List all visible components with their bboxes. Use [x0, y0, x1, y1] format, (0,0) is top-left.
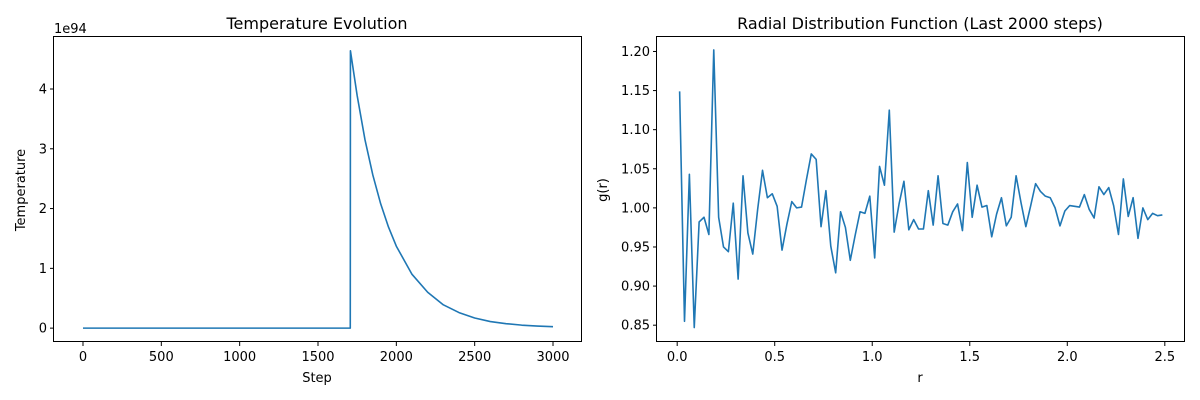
- y-tick-label: 0: [39, 322, 47, 337]
- y-tick-label: 1.00: [621, 201, 650, 216]
- y-tick-label: 0.85: [621, 319, 650, 334]
- y-tick-label: 3: [39, 142, 47, 157]
- series-layer: [82, 49, 554, 329]
- x-axis-label: r: [917, 371, 923, 386]
- x-tick-label: 2.0: [1057, 350, 1078, 365]
- chart-title: Temperature Evolution: [225, 14, 407, 33]
- y-tick-label: 0.90: [621, 280, 650, 295]
- x-axis-ticks: 0.0 0.5 1.0 1.5 2.0 2.5: [667, 342, 1175, 365]
- x-tick-label: 2000: [380, 350, 413, 365]
- x-tick-label: 0.0: [667, 350, 688, 365]
- y-axis-offset-label: 1e94: [54, 22, 87, 37]
- x-tick-label: 1.0: [862, 350, 883, 365]
- x-tick-label: 1.5: [959, 350, 980, 365]
- y-tick-label: 1.20: [621, 45, 650, 60]
- series-line: [82, 49, 554, 329]
- series-layer: [678, 49, 1163, 329]
- x-tick-label: 1000: [223, 350, 256, 365]
- x-tick-label: 1500: [301, 350, 334, 365]
- x-tick-label: 2500: [458, 350, 491, 365]
- y-tick-label: 0.95: [621, 240, 650, 255]
- y-axis-label: Temperature: [14, 149, 29, 232]
- x-tick-label: 2.5: [1154, 350, 1175, 365]
- y-tick-label: 1: [39, 262, 47, 277]
- y-tick-label: 1.15: [621, 84, 650, 99]
- radial-distribution-chart: Radial Distribution Function (Last 2000 …: [596, 14, 1185, 386]
- x-axis-label: Step: [302, 371, 332, 386]
- y-tick-label: 4: [39, 83, 47, 98]
- y-axis-ticks: 0.85 0.90 0.95 1.00 1.05 1.10 1.15 1.20: [621, 45, 657, 334]
- y-tick-label: 2: [39, 202, 47, 217]
- x-tick-label: 0: [79, 350, 87, 365]
- x-tick-label: 500: [149, 350, 174, 365]
- plot-frame: [53, 36, 582, 342]
- plot-frame: [656, 36, 1185, 342]
- y-axis-label: g(r): [596, 178, 611, 202]
- series-line: [678, 49, 1163, 329]
- y-tick-label: 1.10: [621, 123, 650, 138]
- x-axis-ticks: 0 500 1000 1500 2000 2500 3000: [79, 342, 570, 365]
- x-tick-label: 0.5: [764, 350, 785, 365]
- y-axis-ticks: 0 1 2 3 4: [39, 83, 54, 337]
- chart-title: Radial Distribution Function (Last 2000 …: [737, 14, 1103, 33]
- y-tick-label: 1.05: [621, 162, 650, 177]
- x-tick-label: 3000: [536, 350, 569, 365]
- temperature-evolution-chart: Temperature Evolution Step Temperature 1…: [14, 14, 582, 386]
